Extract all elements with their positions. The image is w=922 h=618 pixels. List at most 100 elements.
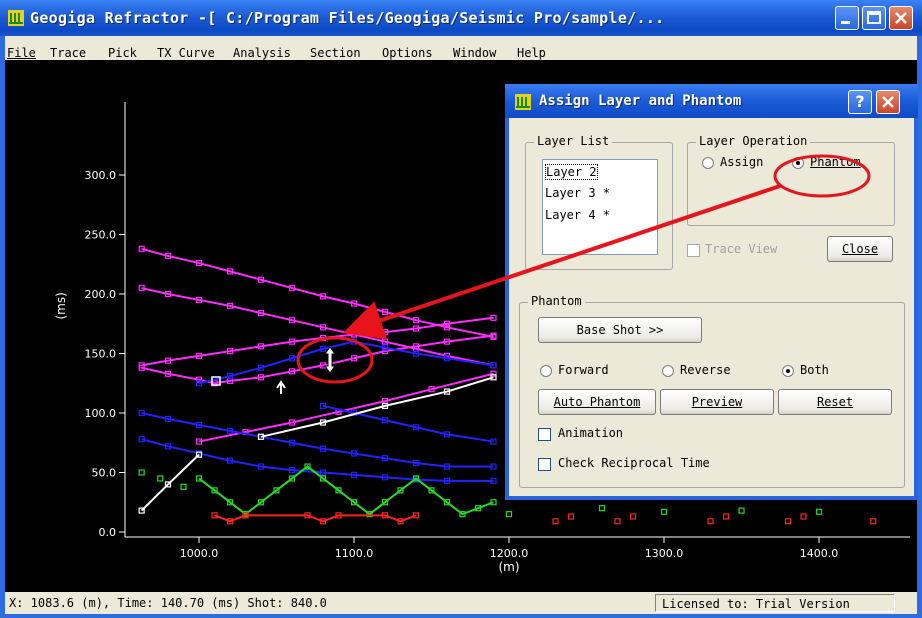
dialog-close-x-button[interactable] [876, 90, 900, 114]
data-point [273, 487, 280, 494]
x-axis-label: (m) [498, 560, 519, 574]
animation-checkbox[interactable] [538, 428, 551, 441]
x-tick-label: 1300.0 [645, 547, 684, 560]
minimize-button[interactable] [835, 6, 859, 30]
data-point [815, 508, 823, 515]
x-tick-label: 1400.0 [800, 547, 839, 560]
series-8 [319, 402, 497, 445]
phantom-radio[interactable] [792, 157, 804, 169]
reverse-radio-label[interactable]: Reverse [680, 363, 731, 377]
data-point [381, 417, 389, 424]
menu-tx-curve-label: TX Curve [157, 46, 215, 60]
help-button[interactable]: ? [848, 90, 872, 114]
data-point [381, 402, 389, 409]
data-point [257, 374, 265, 381]
data-point [288, 317, 296, 324]
data-point [138, 284, 145, 292]
close-window-button[interactable] [889, 6, 913, 30]
list-item[interactable]: Layer 4 * [545, 208, 611, 222]
base-shot-button[interactable]: Base Shot >> [538, 317, 702, 343]
data-point [443, 388, 451, 395]
series-line [141, 438, 494, 482]
data-point [319, 402, 327, 409]
data-point [288, 338, 296, 345]
series-line [141, 247, 494, 338]
check-reciprocal-checkbox[interactable] [538, 458, 551, 471]
data-point [180, 483, 187, 490]
layer-operation-group: Layer Operation Assign Phantom [687, 134, 895, 226]
data-point [164, 290, 172, 298]
data-point [195, 380, 203, 387]
data-point [490, 499, 497, 506]
check-reciprocal-label[interactable]: Check Reciprocal Time [558, 456, 710, 470]
data-point [226, 427, 234, 434]
animation-label[interactable]: Animation [558, 426, 624, 440]
dialog-title-bar[interactable]: Assign Layer and Phantom ? [505, 84, 918, 118]
data-point [381, 344, 389, 351]
data-point [490, 477, 497, 484]
data-point [138, 364, 145, 371]
phantom-group-label: Phantom [528, 294, 585, 308]
both-radio-label[interactable]: Both [800, 363, 829, 377]
data-point [257, 364, 265, 371]
data-point [319, 419, 327, 426]
layer-operation-label: Layer Operation [696, 134, 811, 148]
both-radio[interactable] [782, 365, 794, 377]
data-point [319, 475, 327, 482]
data-point [784, 518, 792, 525]
series-3 [138, 332, 497, 387]
y-tick-label: 150.0 [85, 348, 117, 361]
phantom-radio-label[interactable]: Phantom [810, 155, 861, 169]
base-shot-label: Base Shot >> [576, 323, 664, 337]
license-panel: Licensed to: Trial Version [655, 594, 895, 612]
menu-window-label: Window [453, 46, 497, 60]
data-point [226, 373, 234, 380]
layer-list-group: Layer List Layer 2 Layer 3 * Layer 4 * [525, 134, 673, 270]
preview-button[interactable]: Preview [660, 389, 774, 415]
data-point [552, 518, 559, 525]
data-point [397, 518, 404, 525]
reverse-radio[interactable] [662, 365, 674, 377]
layer-listbox[interactable]: Layer 2 Layer 3 * Layer 4 * [542, 159, 658, 255]
data-point [335, 512, 342, 519]
maximize-button[interactable] [862, 6, 886, 30]
y-tick-label: 250.0 [85, 229, 117, 242]
reset-button[interactable]: Reset [778, 389, 892, 415]
forward-radio-label[interactable]: Forward [558, 363, 609, 377]
cursor-coordinates: X: 1083.6 (m), Time: 140.70 (ms) Shot: 8… [9, 596, 327, 610]
assign-radio-label[interactable]: Assign [720, 155, 764, 169]
data-point [490, 332, 497, 339]
reset-label: Reset [816, 395, 854, 409]
data-point [319, 293, 327, 300]
data-point [304, 512, 311, 519]
x-tick-label: 1100.0 [335, 547, 374, 560]
data-point [319, 469, 327, 476]
list-item[interactable]: Layer 2 [545, 164, 598, 180]
data-point [629, 513, 637, 520]
data-point [195, 475, 203, 482]
help-icon: ? [855, 92, 865, 111]
close-button[interactable]: Close [827, 236, 893, 262]
close-button-label: Close [841, 242, 879, 256]
data-point [598, 505, 606, 512]
series-line [141, 334, 494, 385]
data-point [226, 499, 234, 506]
data-point [164, 252, 172, 260]
data-point [164, 443, 172, 450]
trace-view-checkbox[interactable] [687, 244, 700, 257]
forward-radio[interactable] [540, 365, 552, 377]
menu-analysis-label: Analysis [233, 46, 291, 60]
data-point [800, 513, 807, 520]
list-item[interactable]: Layer 3 * [545, 186, 611, 200]
data-point [195, 438, 203, 445]
series-15 [505, 505, 823, 518]
resize-vertical-cursor [324, 346, 336, 374]
assign-radio[interactable] [702, 157, 714, 169]
data-point [257, 309, 265, 317]
data-point [397, 487, 404, 494]
title-bar[interactable]: Geogiga Refractor -[ C:/Program Files/Ge… [0, 0, 922, 36]
series-line [198, 340, 494, 385]
menu-bar: File Trace Pick TX Curve Analysis Sectio… [5, 36, 917, 60]
series-line [140, 453, 200, 512]
auto-phantom-button[interactable]: Auto Phantom [538, 389, 656, 415]
